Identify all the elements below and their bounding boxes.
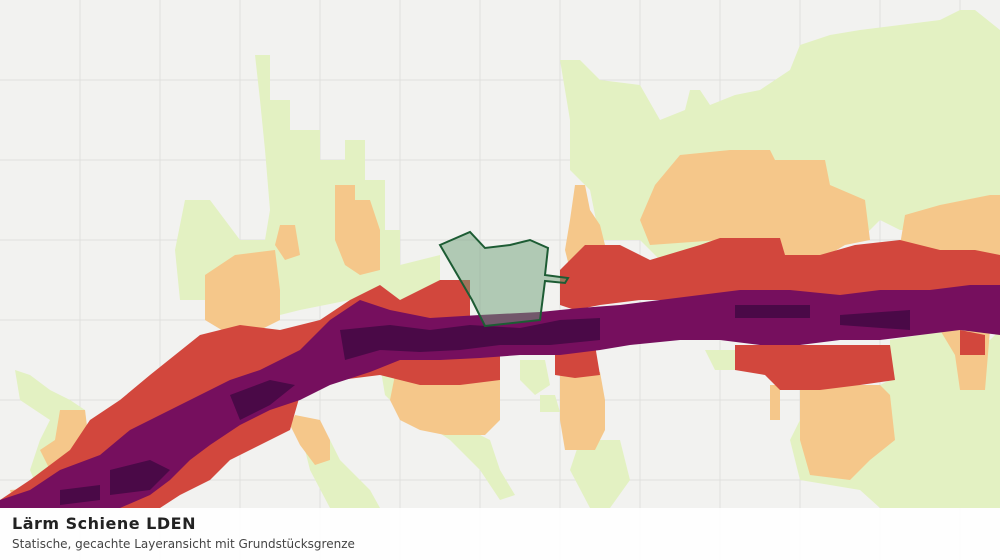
parcel-boundary [438,230,570,328]
caption-bar: Lärm Schiene LDEN Statische, gecachte La… [0,508,1000,560]
layer-subtitle: Statische, gecachte Layeransicht mit Gru… [12,537,355,551]
layer-title: Lärm Schiene LDEN [12,514,196,533]
noise-zone-extreme [60,305,910,505]
noise-zone-very-high [0,285,1000,508]
